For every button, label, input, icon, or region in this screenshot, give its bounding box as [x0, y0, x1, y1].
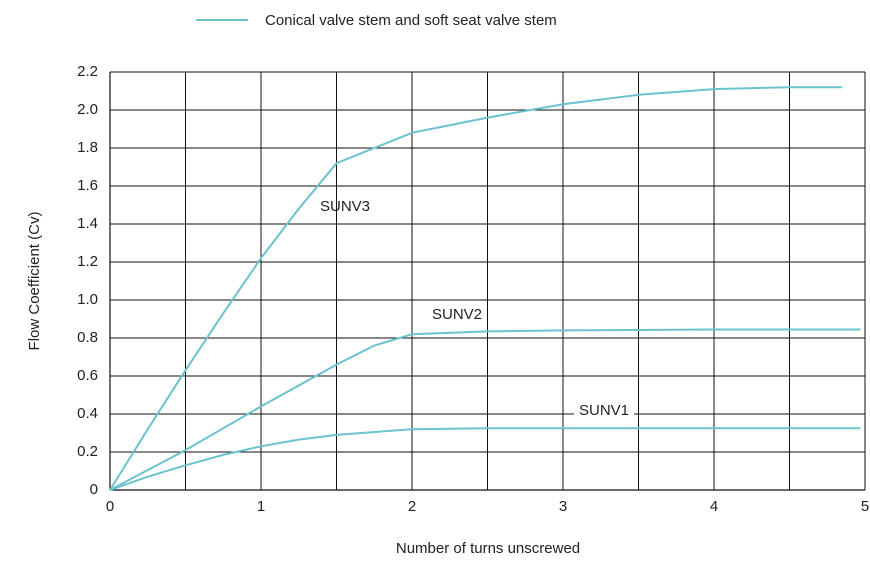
y-axis-title: Flow Coefficient (Cv)	[26, 212, 43, 351]
x-tick-label: 2	[408, 498, 416, 515]
y-tick-label: 2.0	[77, 101, 98, 118]
y-tick-label: 0.2	[77, 443, 98, 460]
label-background	[574, 402, 634, 420]
y-tick-label: 1.2	[77, 253, 98, 270]
y-tick-label: 1.0	[77, 291, 98, 308]
y-tick-label: 1.8	[77, 139, 98, 156]
series-label: SUNV1	[579, 402, 629, 419]
y-tick-label: 0.8	[77, 329, 98, 346]
line	[109, 86, 843, 491]
series-label: SUNV3	[320, 198, 370, 215]
line	[109, 427, 861, 491]
y-tick-label: 2.2	[77, 63, 98, 80]
x-tick-label: 3	[559, 498, 567, 515]
line	[109, 328, 861, 491]
y-tick-label: 0.4	[77, 405, 98, 422]
y-tick-label: 0.6	[77, 367, 98, 384]
y-tick-label: 1.4	[77, 215, 98, 232]
x-tick-label: 5	[861, 498, 869, 515]
y-tick-label: 1.6	[77, 177, 98, 194]
legend-label: Conical valve stem and soft seat valve s…	[265, 12, 557, 29]
x-tick-label: 0	[106, 498, 114, 515]
y-tick-label: 0	[90, 481, 98, 498]
x-tick-label: 1	[257, 498, 265, 515]
x-axis-title: Number of turns unscrewed	[396, 540, 580, 557]
series-label: SUNV2	[432, 306, 482, 323]
x-tick-label: 4	[710, 498, 718, 515]
